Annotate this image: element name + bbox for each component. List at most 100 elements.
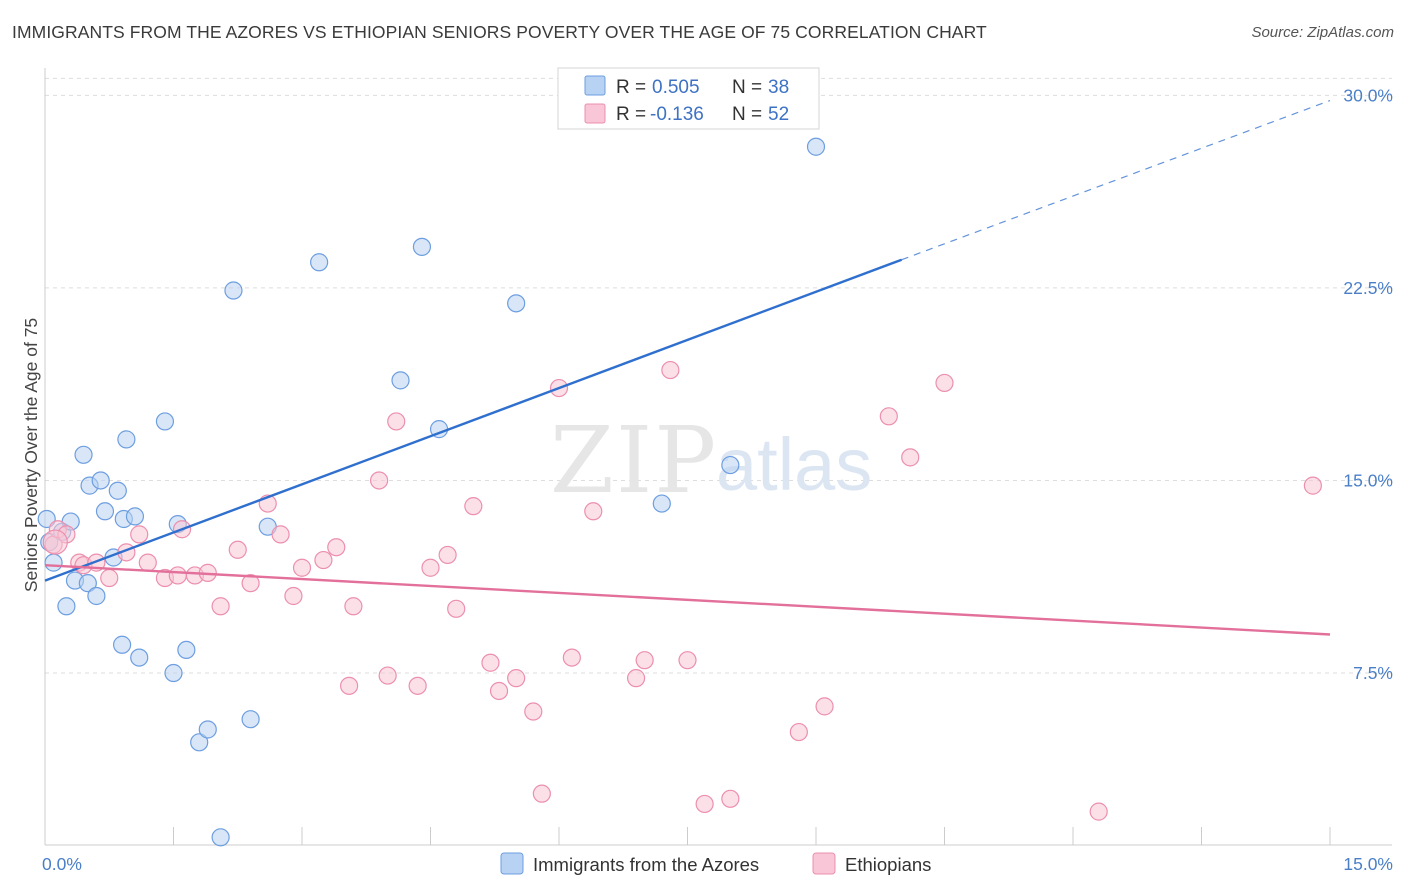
series-legend-label-ethiopians: Ethiopians (845, 854, 931, 875)
point-ethiopians-34 (481, 653, 500, 672)
point-ethiopians-48 (789, 722, 808, 742)
point-azores-24 (190, 733, 209, 752)
point-ethiopians-38 (532, 784, 551, 803)
point-ethiopians-52 (935, 373, 954, 393)
point-azores-18 (125, 507, 145, 526)
point-azores-0 (37, 509, 56, 529)
point-ethiopians-33 (464, 497, 483, 516)
point-ethiopians-11 (168, 566, 187, 585)
x-tick-label-0: 0.0% (42, 854, 82, 874)
data-points (37, 137, 1322, 847)
point-ethiopians-30 (421, 558, 440, 577)
point-ethiopians-49 (815, 697, 834, 716)
point-ethiopians-53 (1089, 802, 1108, 821)
y-tick-label-3: 30.0% (1343, 85, 1393, 105)
point-ethiopians-6 (100, 568, 119, 588)
point-azores-32 (412, 237, 432, 256)
point-azores-36 (721, 455, 740, 475)
y-tick-label-1: 15.0% (1343, 470, 1393, 490)
point-ethiopians-17 (241, 574, 260, 593)
y-axis-title: Seniors Poverty Over the Age of 75 (21, 318, 41, 592)
point-ethiopians-41 (584, 502, 603, 521)
point-ethiopians-26 (370, 471, 389, 490)
trend-lines (44, 99, 1331, 636)
point-ethiopians-22 (314, 550, 333, 570)
point-ethiopians-36 (507, 669, 526, 688)
point-ethiopians-35 (489, 681, 509, 701)
point-ethiopians-50 (879, 407, 898, 426)
stats-legend-r-label-azores: R = (616, 77, 646, 98)
point-azores-27 (224, 281, 243, 300)
point-ethiopians-cluster (42, 529, 68, 555)
stats-legend: R = 0.505 N = 38 R = -0.136 N = 52 (557, 67, 820, 130)
point-ethiopians-25 (344, 597, 363, 616)
point-ethiopians-44 (661, 360, 680, 380)
point-ethiopians-9 (138, 553, 157, 572)
stats-legend-r-value-azores: 0.505 (652, 77, 700, 98)
point-ethiopians-43 (635, 651, 654, 670)
point-ethiopians-42 (626, 669, 646, 688)
point-ethiopians-29 (408, 676, 427, 695)
trend-line-azores-extension (901, 99, 1331, 261)
point-ethiopians-27 (378, 666, 397, 685)
trend-line-ethiopians (44, 563, 1331, 636)
axes (44, 68, 1392, 846)
trend-line-azores (44, 258, 903, 582)
point-azores-7 (74, 445, 93, 464)
point-azores-28 (241, 710, 260, 729)
stats-legend-r-value-ethiopians: -0.136 (650, 104, 704, 125)
point-ethiopians-37 (524, 702, 543, 721)
stats-legend-swatch-ethiopians (584, 103, 606, 124)
x-tick-labels: 0.0% 15.0% (42, 854, 1393, 874)
point-ethiopians-54 (1303, 476, 1322, 495)
point-azores-19 (130, 648, 149, 667)
stats-legend-r-label-ethiopians: R = (616, 104, 646, 125)
point-azores-30 (310, 253, 329, 272)
series-legend: Immigrants from the Azores Ethiopians (500, 852, 931, 875)
y-tick-label-0: 7.5% (1353, 663, 1393, 683)
point-azores-11 (91, 471, 110, 490)
stats-legend-n-value-ethiopians: 52 (768, 104, 789, 125)
point-ethiopians-46 (695, 794, 714, 814)
stats-legend-n-label-azores: N = (732, 77, 762, 98)
chart-source: Source: ZipAtlas.com (1251, 24, 1394, 41)
series-legend-label-azores: Immigrants from the Azores (533, 854, 759, 875)
point-azores-21 (164, 663, 183, 683)
series-legend-swatch-ethiopians (812, 852, 836, 875)
point-azores-23 (177, 640, 196, 659)
chart-title: IMMIGRANTS FROM THE AZORES VS ETHIOPIAN … (12, 22, 987, 42)
point-ethiopians-21 (292, 558, 312, 577)
point-ethiopians-8 (130, 525, 149, 544)
point-ethiopians-45 (678, 651, 697, 670)
point-azores-20 (155, 412, 175, 431)
x-tick-label-1: 15.0% (1343, 854, 1393, 874)
point-azores-8 (78, 574, 97, 593)
point-azores-34 (507, 294, 526, 313)
y-tick-label-2: 22.5% (1343, 278, 1393, 298)
point-azores-35 (652, 494, 671, 513)
point-azores-25 (198, 720, 217, 739)
watermark: ZIP atlas (550, 407, 872, 514)
stats-legend-n-value-azores: 38 (768, 77, 789, 98)
point-azores-17 (117, 430, 136, 449)
point-azores-31 (391, 371, 410, 390)
stats-legend-n-label-ethiopians: N = (732, 104, 762, 125)
stats-legend-swatch-azores (584, 75, 606, 96)
point-ethiopians-23 (327, 538, 346, 557)
point-azores-15 (112, 635, 132, 654)
point-azores-12 (95, 502, 115, 521)
point-ethiopians-16 (228, 540, 247, 559)
point-azores-14 (108, 481, 127, 500)
y-tick-labels: 7.5% 15.0% 22.5% 30.0% (1343, 85, 1393, 683)
point-azores-10 (87, 586, 106, 606)
watermark-zip: ZIP (550, 407, 718, 514)
watermark-atlas: atlas (716, 423, 872, 506)
point-ethiopians-24 (340, 676, 359, 695)
point-ethiopians-32 (447, 599, 466, 618)
point-azores-4 (57, 597, 76, 616)
point-ethiopians-40 (562, 648, 581, 667)
point-ethiopians-28 (387, 412, 406, 431)
point-ethiopians-31 (438, 545, 457, 565)
point-ethiopians-20 (284, 586, 303, 606)
